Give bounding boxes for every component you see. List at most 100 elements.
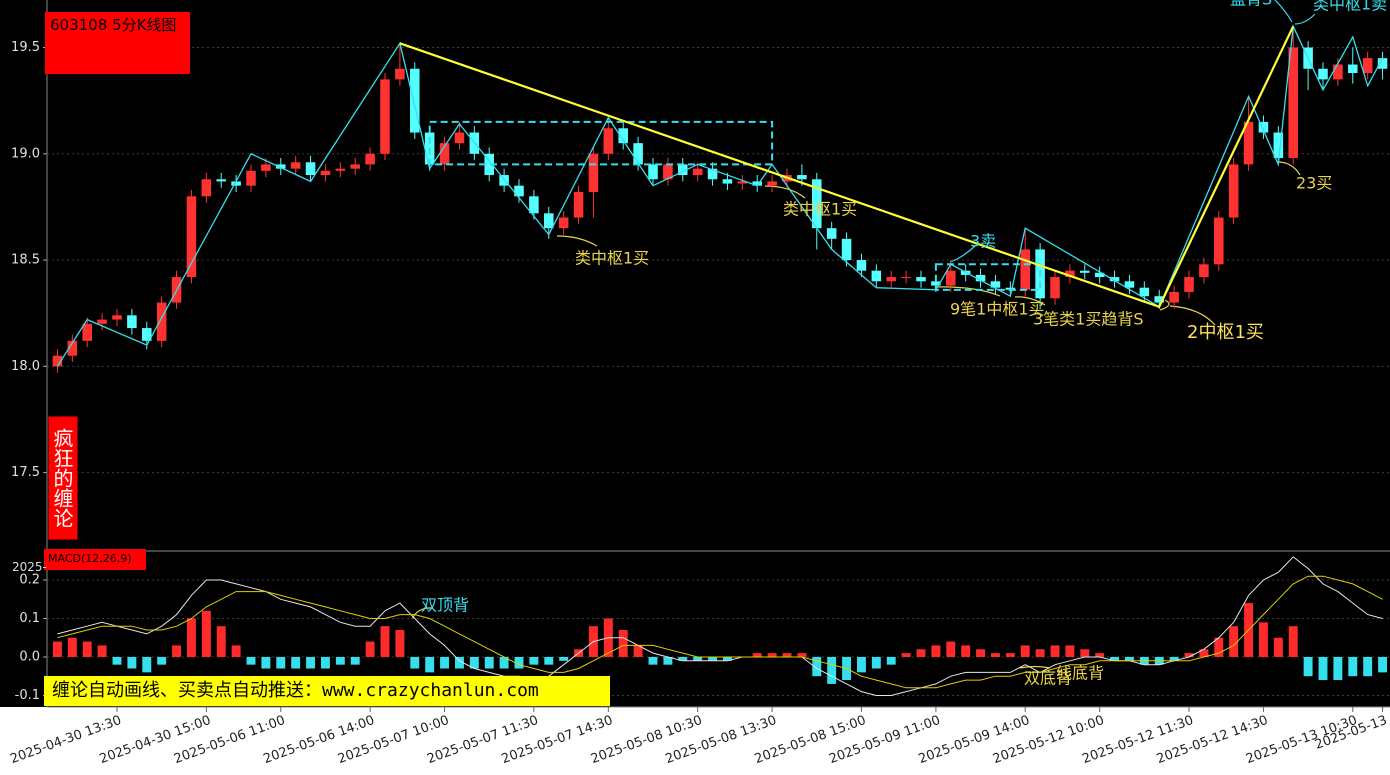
macd-bar (112, 656, 122, 665)
macd-bar (663, 656, 673, 665)
candle-body (722, 179, 733, 184)
candle-body (1109, 277, 1120, 282)
arrow (556, 235, 598, 247)
arrow (1274, 0, 1293, 23)
macd-bar (514, 656, 524, 669)
candle-body (499, 175, 509, 186)
candle-body (633, 143, 643, 165)
annotation: 9笔1中枢1买 (950, 300, 1045, 319)
macd-bar (1035, 649, 1045, 657)
macd-bar (708, 656, 718, 661)
plot-background (0, 0, 1390, 707)
arrow (1019, 665, 1051, 669)
macd-bar (812, 656, 822, 677)
macd-bar (1065, 645, 1075, 657)
segment-line (399, 25, 1295, 309)
candle-body (663, 164, 673, 180)
macd-bar (544, 656, 554, 665)
dea-line (57, 575, 1383, 689)
candle-body (484, 153, 494, 176)
candle-body (1050, 277, 1060, 299)
macd-bar (1288, 626, 1298, 657)
candle-body (558, 217, 569, 229)
macd-bar (499, 656, 509, 669)
candle-body (1273, 132, 1284, 159)
arrow (1294, 13, 1316, 25)
candle-body (52, 355, 63, 367)
annotation: 3卖 (970, 232, 996, 251)
macd-bar (961, 645, 971, 657)
macd-bar (871, 656, 881, 669)
macd-bar (484, 656, 494, 669)
candle-body (380, 79, 390, 154)
candle-body (305, 162, 316, 176)
macd-bar (827, 656, 837, 684)
candle-body (142, 328, 152, 341)
macd-bar (752, 653, 762, 657)
macd-bar (380, 626, 390, 657)
macd-bar (693, 656, 703, 661)
macd-bar (1124, 656, 1134, 661)
macd-bar (52, 641, 62, 657)
side-label: 疯狂的缠论 (48, 416, 78, 540)
candle-body (350, 164, 360, 169)
candle-body (276, 164, 286, 169)
macd-bar (559, 656, 569, 661)
candle-body (707, 168, 718, 180)
candle-body (767, 181, 777, 186)
annotation: 线底背 (1056, 664, 1104, 683)
candle-body (1139, 287, 1150, 297)
candle-body (1094, 272, 1105, 278)
candle-body (975, 274, 986, 282)
macd-bar (946, 641, 956, 657)
candle-body (1348, 64, 1358, 74)
macd-bar (722, 656, 732, 661)
candle-body (439, 143, 450, 165)
macd-bar (320, 656, 330, 669)
y-tick-label: 18.0 (11, 359, 40, 374)
annotation: 2中枢1买 (1187, 322, 1264, 343)
candle-body (1214, 217, 1224, 265)
macd-bar (1020, 645, 1030, 657)
zone-box (934, 263, 1042, 291)
macd-bar (157, 656, 167, 665)
macd-bar (1199, 649, 1209, 657)
macd-bar (901, 653, 911, 657)
candle-body (946, 270, 956, 286)
y-tick-label: 0.0 (19, 649, 40, 664)
macd-bar (395, 630, 405, 657)
candle-body (365, 153, 375, 165)
macd-bar (1378, 656, 1388, 673)
macd-bar (350, 656, 360, 665)
arrow (764, 185, 806, 199)
candle-body (186, 196, 197, 278)
candle-body (1228, 164, 1239, 218)
candle-body (1184, 277, 1194, 292)
macd-bar (886, 656, 896, 665)
candle-body (127, 315, 137, 329)
macd-bar (440, 656, 450, 669)
macd-bar (246, 656, 256, 665)
macd-bar (856, 656, 866, 673)
macd-bar (1005, 653, 1015, 657)
macd-bar (261, 656, 271, 669)
candle-body (797, 175, 807, 180)
macd-bar (1050, 645, 1060, 657)
candle-body (692, 168, 703, 176)
macd-bar (425, 656, 435, 673)
candle-body (826, 228, 837, 239)
dif-line (57, 556, 1383, 696)
macd-bar (1348, 656, 1358, 677)
y-tick-label: 17.5 (11, 465, 40, 480)
y-tick-label: 18.5 (11, 253, 40, 268)
candle-body (1377, 58, 1388, 69)
candle-body (856, 260, 867, 271)
candle-body (812, 179, 822, 229)
candle-body (454, 132, 465, 144)
macd-bar (127, 656, 137, 669)
macd-bar (1184, 653, 1194, 657)
annotation: 类中枢1卖 (1313, 0, 1387, 14)
candle-body (1318, 68, 1328, 80)
y-tick-label: 0.2 (19, 573, 40, 588)
